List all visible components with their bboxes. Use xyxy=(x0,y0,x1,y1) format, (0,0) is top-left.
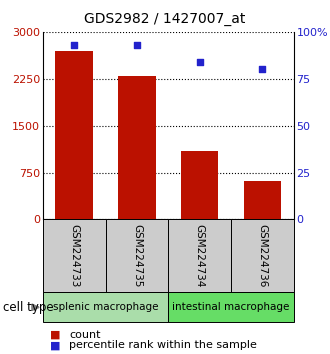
Point xyxy=(197,59,202,65)
Bar xyxy=(55,51,93,219)
Text: splenic macrophage: splenic macrophage xyxy=(53,302,158,312)
Point xyxy=(72,42,77,48)
Bar xyxy=(168,219,231,292)
Text: count: count xyxy=(69,330,101,339)
Text: GSM224735: GSM224735 xyxy=(132,224,142,287)
Text: GSM224734: GSM224734 xyxy=(195,224,205,287)
Bar xyxy=(118,76,156,219)
Text: GSM224736: GSM224736 xyxy=(257,224,267,287)
Text: ■: ■ xyxy=(50,330,60,339)
Bar xyxy=(168,292,294,322)
Bar xyxy=(231,219,294,292)
Point xyxy=(260,67,265,72)
Bar xyxy=(43,292,168,322)
Text: intestinal macrophage: intestinal macrophage xyxy=(172,302,290,312)
Text: GSM224733: GSM224733 xyxy=(69,224,79,287)
Bar xyxy=(43,219,106,292)
Point xyxy=(134,42,140,48)
Text: ■: ■ xyxy=(50,340,60,350)
Text: percentile rank within the sample: percentile rank within the sample xyxy=(69,340,257,350)
Text: cell type: cell type xyxy=(3,301,54,314)
Bar xyxy=(106,219,168,292)
Text: GDS2982 / 1427007_at: GDS2982 / 1427007_at xyxy=(84,12,246,27)
Bar xyxy=(181,151,218,219)
Bar xyxy=(244,181,281,219)
